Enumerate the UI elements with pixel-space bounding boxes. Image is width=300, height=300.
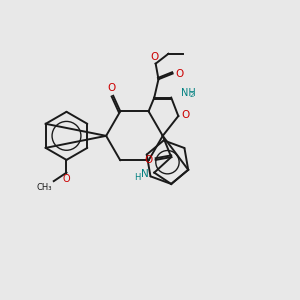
Text: O: O	[145, 155, 153, 165]
Text: O: O	[176, 69, 184, 79]
Text: CH₃: CH₃	[37, 183, 52, 192]
Text: O: O	[150, 52, 158, 62]
Text: O: O	[108, 83, 116, 93]
Text: N: N	[141, 169, 148, 179]
Text: O: O	[63, 174, 70, 184]
Text: O: O	[182, 110, 190, 120]
Text: 2: 2	[190, 92, 194, 98]
Text: H: H	[134, 173, 141, 182]
Text: NH: NH	[181, 88, 196, 98]
